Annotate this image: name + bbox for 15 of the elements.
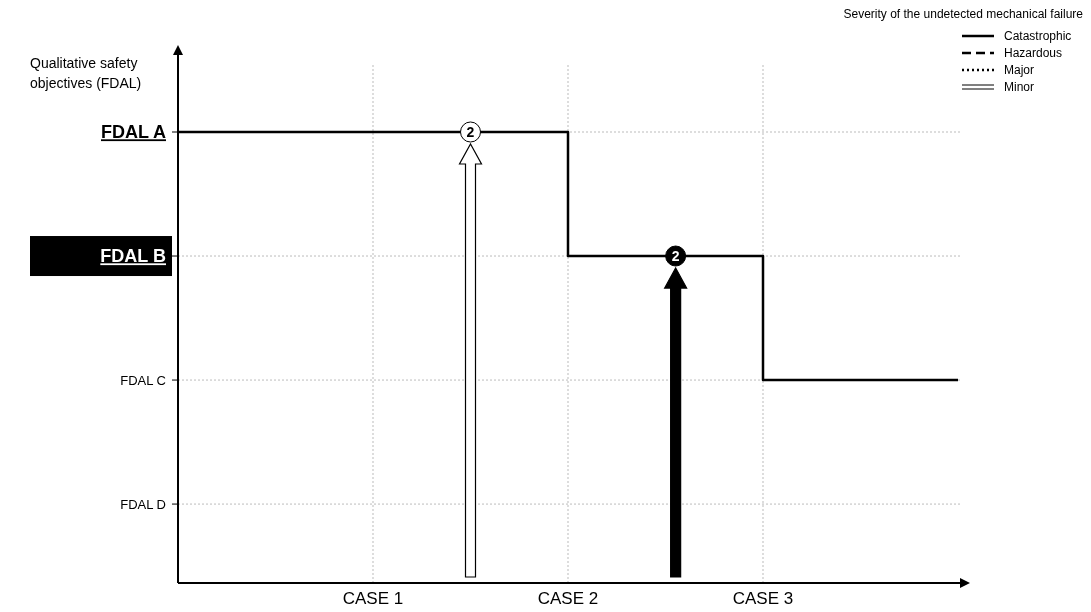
text: FDAL A: [101, 122, 166, 143]
text: FDAL D: [120, 496, 166, 512]
annotation: 2: [671, 247, 680, 264]
text: FDAL C: [120, 372, 166, 388]
legend-label: Minor: [1004, 80, 1035, 95]
annotation: 2: [466, 123, 475, 140]
legend-title: Severity of the undetected mechanical failure: [843, 7, 1084, 21]
x-tick-label: CASE 1: [342, 589, 404, 608]
y-axis-title: Qualitative safety objectives (FDAL): [30, 55, 142, 91]
x-tick-label: CASE 3: [732, 589, 794, 608]
x-tick-label: CASE 2: [537, 589, 599, 608]
legend-label: Major: [1004, 63, 1035, 78]
text: FDAL B: [100, 246, 166, 267]
legend-label: Catastrophic: [1004, 29, 1072, 44]
legend-label: Hazardous: [1004, 46, 1063, 61]
